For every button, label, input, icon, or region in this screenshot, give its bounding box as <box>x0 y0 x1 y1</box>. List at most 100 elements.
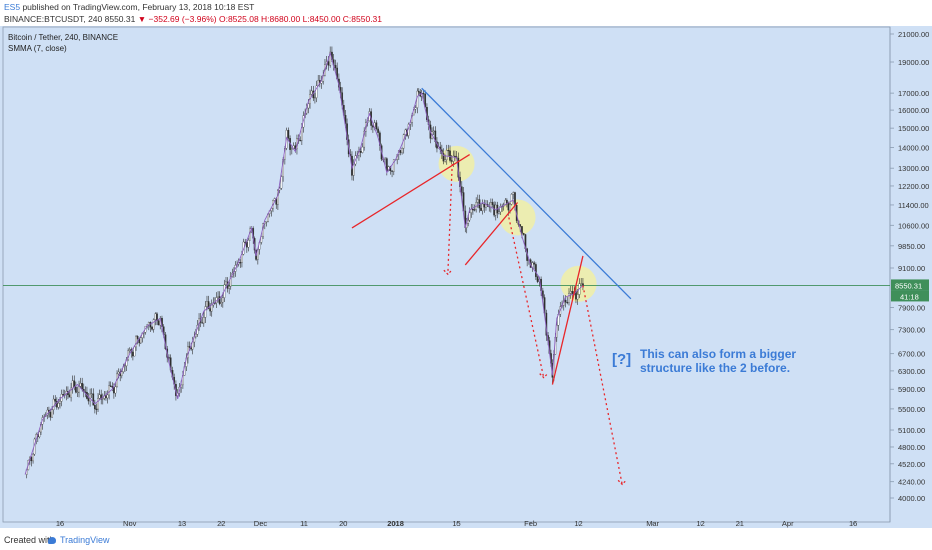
candle-body <box>568 293 570 303</box>
candle-body <box>54 398 57 402</box>
time-tick-label: Nov <box>123 519 137 528</box>
candle-body <box>580 283 583 285</box>
author-name[interactable]: ES5 <box>4 2 21 12</box>
down-arrow-icon: ▼ <box>137 14 147 24</box>
candle-body <box>38 431 41 438</box>
candle-body <box>220 302 223 304</box>
countdown-badge-label: 41:18 <box>900 292 919 301</box>
resistance-trendline[interactable] <box>421 87 632 300</box>
candle-body <box>314 97 316 99</box>
candle-body <box>260 236 263 243</box>
candle-body <box>363 130 366 148</box>
candle-body <box>399 150 402 153</box>
candle-body <box>359 150 362 153</box>
candle-body <box>81 383 84 390</box>
legend-indicator: SMMA (7, close) <box>8 44 67 53</box>
candle-body <box>228 286 231 289</box>
candle-body <box>450 160 453 162</box>
candle-body <box>210 304 213 312</box>
candle-body <box>74 386 77 393</box>
candle-body <box>206 301 208 307</box>
candle-body <box>310 90 313 95</box>
candle-body <box>454 155 456 157</box>
candle-body <box>468 212 471 221</box>
candle-body <box>375 122 378 130</box>
candle-body <box>133 346 136 357</box>
annotation-line-2: structure like the 2 before. <box>640 361 790 375</box>
projection-line[interactable] <box>508 217 545 378</box>
price-tick-label: 4800.00 <box>898 443 925 452</box>
candle-body <box>136 336 139 339</box>
candle-body <box>417 90 420 93</box>
candle-body <box>541 290 544 298</box>
price-tick-label: 5900.00 <box>898 385 925 394</box>
candle-body <box>434 130 437 142</box>
time-tick-label: 2018 <box>387 519 404 528</box>
price-chart[interactable]: 21000.00 19000.00 17000.00 16000.00 15000.00… <box>0 26 932 528</box>
candle-body <box>109 385 112 387</box>
annotation[interactable]: [?] This can also form a bigger structur… <box>612 347 796 375</box>
candle-body <box>105 395 107 399</box>
price-series <box>24 46 584 479</box>
candle-body <box>135 336 137 348</box>
candle-body <box>55 401 58 408</box>
candle-body <box>299 140 302 142</box>
candle-body <box>79 383 82 387</box>
candle-body <box>202 317 205 324</box>
chart-frame: 21000.00 19000.00 17000.00 16000.00 15000.00… <box>0 26 932 528</box>
candle-body <box>156 313 158 321</box>
price-tick-label: 4000.00 <box>898 494 925 503</box>
candle-body <box>512 192 515 195</box>
projection-arrowhead <box>443 269 453 276</box>
candle-body <box>209 308 211 312</box>
candle-body <box>522 233 525 235</box>
candle-body <box>460 186 463 193</box>
price-tick-label: 16000.00 <box>898 106 929 115</box>
projection-line[interactable] <box>447 163 453 275</box>
candle-body <box>57 403 60 408</box>
candle-body <box>472 209 474 211</box>
time-tick-label: Feb <box>524 519 537 528</box>
candle-body <box>221 297 224 303</box>
price-tick-label: 11400.00 <box>898 201 929 210</box>
tradingview-brand-link[interactable]: TradingView <box>60 535 110 545</box>
price-tick-label: 15000.00 <box>898 124 929 133</box>
candle-body <box>521 226 523 234</box>
candle-body <box>491 202 494 205</box>
chart-header: ES5 published on TradingView.com, Februa… <box>0 0 932 26</box>
countdown-badge <box>891 290 929 302</box>
support-trendline[interactable] <box>551 255 584 385</box>
candle-body <box>506 199 508 204</box>
candle-body <box>442 153 445 162</box>
candle-body <box>51 409 53 418</box>
candle-body <box>106 394 109 399</box>
last-price: 8550.31 <box>104 14 136 24</box>
candle-body <box>536 276 539 282</box>
time-axis[interactable]: 16 Nov 13 22 Dec 11 20 2018 15 Feb 12 Mar 12 21 Apr 16 <box>56 519 857 528</box>
candle-body <box>113 387 115 394</box>
candle-body <box>95 408 98 410</box>
price-axis[interactable]: 21000.00 19000.00 17000.00 16000.00 15000.00… <box>890 30 929 503</box>
price-tick-label: 7900.00 <box>898 304 925 313</box>
price-tick-label: 10600.00 <box>898 221 929 230</box>
projection-line[interactable] <box>582 285 623 485</box>
candle-body <box>218 296 221 304</box>
candle-body <box>334 65 337 69</box>
time-tick-label: 12 <box>696 519 704 528</box>
candle-body <box>535 264 537 277</box>
support-trendline[interactable] <box>464 202 519 266</box>
tradingview-logo-icon[interactable] <box>46 534 58 546</box>
candle-body <box>452 155 455 162</box>
price-tick-label: 9100.00 <box>898 264 925 273</box>
candle-body <box>569 291 572 294</box>
candle-body <box>49 412 52 418</box>
support-trendline[interactable] <box>351 153 470 229</box>
candle-body <box>152 319 155 330</box>
candle-body <box>392 159 395 172</box>
candle-body <box>101 398 104 400</box>
candle-body <box>87 398 90 402</box>
candle-body <box>154 313 157 320</box>
price-tick-label: 6300.00 <box>898 367 925 376</box>
candle-body <box>128 349 131 351</box>
candle-body <box>445 150 448 160</box>
